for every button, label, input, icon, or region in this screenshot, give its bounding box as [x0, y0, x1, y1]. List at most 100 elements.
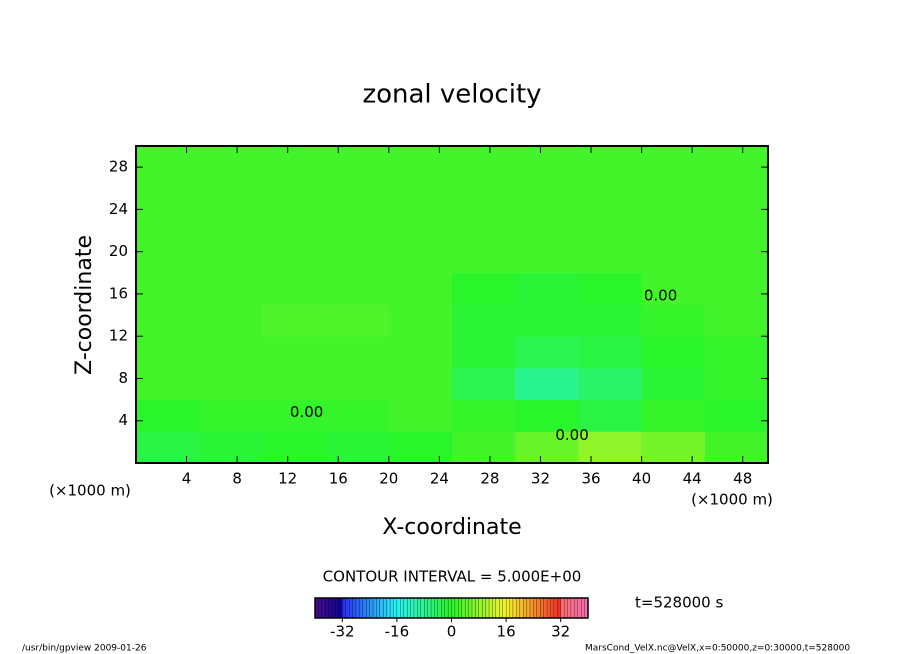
colorbar-cell — [406, 597, 412, 619]
x-tick-label: 4 — [182, 470, 192, 488]
colorbar-cell — [451, 597, 456, 619]
colorbar-cell — [536, 597, 541, 619]
colorbar-cell — [321, 597, 326, 619]
y-unit: (×1000 m) — [49, 482, 131, 500]
field-cell — [325, 304, 390, 337]
colorbar-cell — [523, 597, 528, 619]
field-cell — [515, 336, 579, 369]
field-cell — [136, 272, 200, 305]
colorbar-cell — [437, 597, 442, 619]
field-cell — [704, 336, 769, 369]
colorbar-cell — [369, 597, 374, 619]
colorbar-cell — [458, 597, 463, 619]
colorbar-tick-label: 32 — [551, 623, 570, 641]
colorbar-cell — [441, 597, 446, 619]
colorbar-cell — [400, 597, 405, 619]
field-cell — [199, 431, 263, 464]
colorbar-cell — [352, 597, 357, 619]
field-cell — [704, 367, 769, 401]
colorbar-cell — [417, 597, 422, 619]
field-cell — [578, 146, 643, 179]
colorbar-cell — [482, 597, 487, 619]
colorbar-cell — [318, 597, 323, 619]
field-cell — [578, 367, 643, 401]
footer-right: MarsCond_VelX.nc@VelX,x=0:50000,z=0:3000… — [585, 644, 850, 654]
field-cell — [641, 146, 706, 179]
y-tick-label: 8 — [118, 369, 128, 387]
field-cell — [515, 367, 579, 401]
colorbar-cell — [581, 597, 586, 619]
colorbar-cell — [574, 597, 579, 619]
field-cell — [704, 304, 769, 337]
colorbar-cell — [485, 597, 490, 619]
colorbar-cell — [396, 597, 401, 619]
field-cell — [199, 209, 263, 242]
colorbar-cell — [516, 597, 521, 619]
field-cell — [325, 367, 390, 401]
x-tick-label: 24 — [430, 470, 449, 488]
field-cell — [641, 241, 706, 274]
field-cell — [578, 177, 643, 210]
colorbar-cell — [577, 597, 582, 619]
field-cell — [136, 304, 200, 337]
field-cell — [136, 146, 200, 179]
x-tick-label: 8 — [232, 470, 242, 488]
field-cell — [515, 146, 579, 179]
field-cell — [262, 399, 327, 432]
field-cell — [262, 367, 327, 401]
y-tick-label: 4 — [118, 411, 128, 429]
field-cell — [452, 304, 516, 337]
field-cell — [199, 399, 263, 432]
colorbar-tick-label: 0 — [447, 623, 457, 641]
field-cell — [136, 367, 200, 401]
field-cell — [578, 241, 643, 274]
colorbar-cell — [427, 597, 432, 619]
field-cell — [325, 431, 390, 464]
colorbar-cell — [335, 597, 340, 619]
colorbar-cell — [464, 597, 470, 619]
colorbar-cell — [540, 597, 545, 619]
colorbar-cell — [355, 597, 360, 619]
colorbar-cell — [557, 597, 562, 619]
colorbar-cell — [505, 597, 510, 619]
field-cell — [641, 272, 706, 305]
x-tick-label: 32 — [531, 470, 550, 488]
field-cell — [199, 177, 263, 210]
footer-left: /usr/bin/gpview 2009-01-26 — [22, 644, 147, 654]
field-cell — [515, 304, 579, 337]
colorbar-cell — [434, 597, 439, 619]
field-cell — [452, 272, 516, 305]
field-cell — [325, 272, 390, 305]
field-cell — [388, 209, 453, 242]
colorbar-cell — [550, 597, 555, 619]
colorbar-tick-label: -32 — [330, 623, 355, 641]
colorbar-cell — [512, 597, 517, 619]
field-cell — [262, 146, 327, 179]
colorbar-cell — [403, 597, 408, 619]
colorbar-cell — [529, 597, 534, 619]
x-tick-label: 40 — [632, 470, 651, 488]
colorbar-cell — [502, 597, 507, 619]
field-cell — [578, 431, 643, 464]
contour-label: 0.00 — [644, 287, 677, 305]
colorbar-cell — [413, 597, 418, 619]
field-cell — [452, 146, 516, 179]
field-cell — [262, 431, 327, 464]
colorbar-cell — [424, 597, 429, 619]
colorbar-cell — [348, 597, 353, 619]
field-cell — [641, 399, 706, 432]
field-cell — [515, 431, 579, 464]
colorbar-cell — [328, 597, 333, 619]
field-cell — [704, 431, 769, 464]
field-cell — [262, 272, 327, 305]
x-tick-label: 20 — [379, 470, 398, 488]
field-cell — [452, 209, 516, 242]
colorbar-cell — [475, 597, 480, 619]
y-tick-label: 24 — [109, 200, 128, 218]
colorbar-cell — [563, 597, 568, 619]
field-cell — [325, 146, 390, 179]
colorbar-cell — [447, 597, 452, 619]
field-cell — [578, 272, 643, 305]
field-cell — [199, 241, 263, 274]
